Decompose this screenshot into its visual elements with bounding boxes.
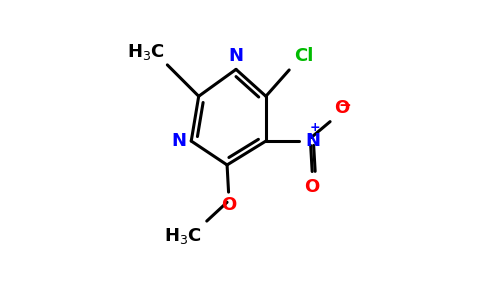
Text: N: N (172, 132, 187, 150)
Text: −: − (339, 98, 351, 113)
Text: N: N (305, 132, 320, 150)
Text: +: + (310, 121, 320, 134)
Text: H$_3$C: H$_3$C (126, 42, 165, 62)
Text: O: O (334, 100, 349, 118)
Text: Cl: Cl (294, 47, 314, 65)
Text: O: O (221, 196, 236, 214)
Text: H$_3$C: H$_3$C (164, 226, 202, 246)
Text: O: O (304, 178, 320, 196)
Text: N: N (228, 47, 243, 65)
